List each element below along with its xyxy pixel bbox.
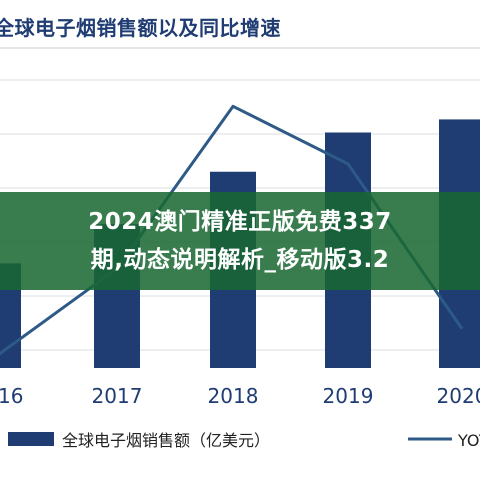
x-tick-2020: 2020 xyxy=(437,384,480,408)
legend-bar-label: 全球电子烟销售额（亿美元） xyxy=(62,431,270,450)
x-tick-2018: 2018 xyxy=(208,384,259,408)
banner-line-2: 期,动态说明解析_移动版3.2 xyxy=(90,247,390,273)
x-tick-labels: 2016 2017 2018 2019 2020 xyxy=(0,384,480,408)
x-tick-2019: 2019 xyxy=(323,384,374,408)
legend: 全球电子烟销售额（亿美元） YOY xyxy=(8,431,480,450)
banner-line-1: 2024澳门精准正版免费337 xyxy=(88,209,392,235)
chart-title: 全球电子烟销售额以及同比增速 xyxy=(0,16,281,40)
legend-bar-swatch xyxy=(8,432,54,446)
overlay-banner: 2024澳门精准正版免费337 期,动态说明解析_移动版3.2 xyxy=(0,192,480,290)
x-tick-2016: 2016 xyxy=(0,384,23,408)
x-tick-2017: 2017 xyxy=(92,384,143,408)
legend-line-label: YOY xyxy=(457,431,480,450)
